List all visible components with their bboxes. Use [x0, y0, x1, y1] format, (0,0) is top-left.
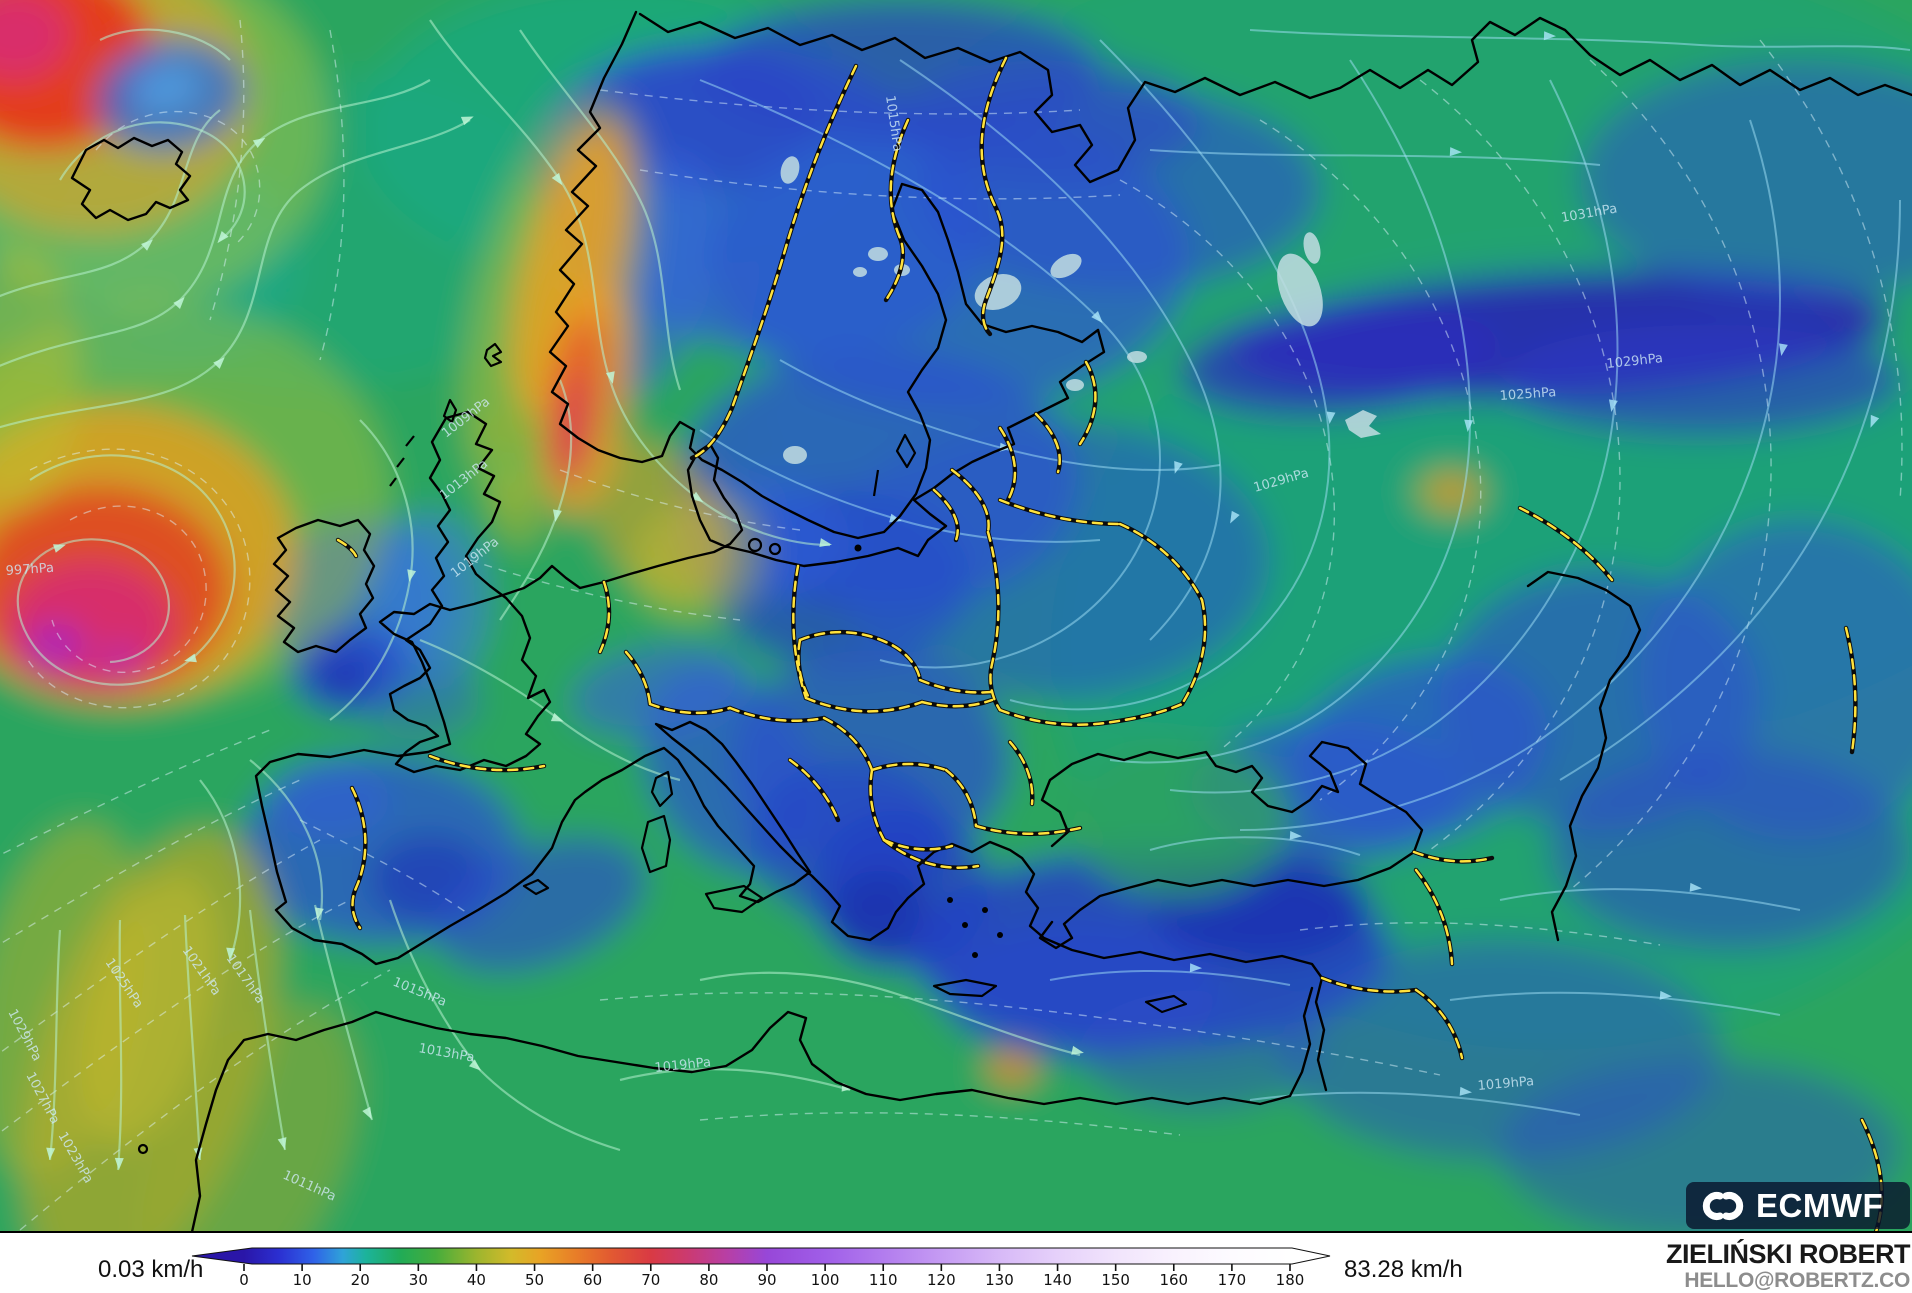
colorbar-tick-label: 80 [699, 1271, 718, 1287]
colorbar-shape [191, 1247, 1331, 1265]
legend-strip: 0.03 km/h 0 10 20 30 40 50 60 70 80 90 100 110 120 13… [0, 1233, 1912, 1292]
colorbar-tick-label: 40 [467, 1271, 486, 1287]
ecmwf-logo: ECMWF [1686, 1182, 1910, 1229]
credit-block: ZIELIŃSKI ROBERT HELLO@ROBERTZ.CO [1665, 1239, 1911, 1293]
wind-streamlines [0, 19, 1911, 1171]
colorbar-tick-label: 0 [239, 1271, 249, 1287]
colorbar-ticks: 0 10 20 30 40 50 60 70 80 90 100 110 120 130 140 150 160… [239, 1264, 1304, 1287]
wind-speed-map[interactable]: 997hPa 1009hPa 1013hPa 1019hPa 1015hPa 1031hP… [0, 0, 1912, 1233]
wind-speed-heatmap [0, 0, 1912, 1233]
isobar-pressure-label: 1019hPa [1477, 1074, 1535, 1094]
colorbar-tick-label: 10 [293, 1271, 312, 1287]
ecmwf-logo-icon [1702, 1191, 1744, 1220]
map-bottom-border [0, 1231, 1912, 1233]
credit-name: ZIELIŃSKI ROBERT [1665, 1239, 1911, 1269]
legend-max-speed-label: 83.28 km/h [1344, 1256, 1463, 1283]
colorbar-tick-label: 100 [811, 1271, 840, 1287]
isobar-pressure-label: 1025hPa [1499, 385, 1556, 404]
isobar-pressure-label: 997hPa [5, 561, 54, 579]
colorbar-tick-label: 30 [409, 1271, 428, 1287]
colorbar-tick-label: 90 [757, 1271, 776, 1287]
colorbar-tick-label: 160 [1159, 1271, 1188, 1287]
colorbar-tick-label: 110 [869, 1271, 898, 1287]
colorbar-tick-label: 150 [1101, 1271, 1130, 1287]
wind-speed-colorbar: 0 10 20 30 40 50 60 70 80 90 100 110 120 130 140 150 160… [191, 1247, 1331, 1287]
colorbar-tick-label: 70 [641, 1271, 660, 1287]
colorbar-tick-label: 60 [583, 1271, 602, 1287]
country-borders [335, 55, 1884, 1233]
ecmwf-logo-text: ECMWF [1756, 1186, 1884, 1224]
coastlines [70, 10, 1912, 1233]
colorbar-tick-label: 20 [351, 1271, 370, 1287]
isobar-pressure-label: 1029hPa [1606, 351, 1664, 372]
colorbar-tick-label: 140 [1043, 1271, 1072, 1287]
credit-email: HELLO@ROBERTZ.CO [1684, 1269, 1910, 1293]
legend-min-speed-label: 0.03 km/h [98, 1256, 204, 1283]
colorbar-tick-label: 50 [525, 1271, 544, 1287]
colorbar-tick-label: 120 [927, 1271, 956, 1287]
colorbar-tick-label: 170 [1218, 1271, 1247, 1287]
border-dash-layer [336, 56, 1883, 1233]
colorbar-tick-label: 130 [985, 1271, 1014, 1287]
isobar-pressure-label: 1019hPa [654, 1055, 712, 1076]
colorbar-tick-label: 180 [1276, 1271, 1305, 1287]
